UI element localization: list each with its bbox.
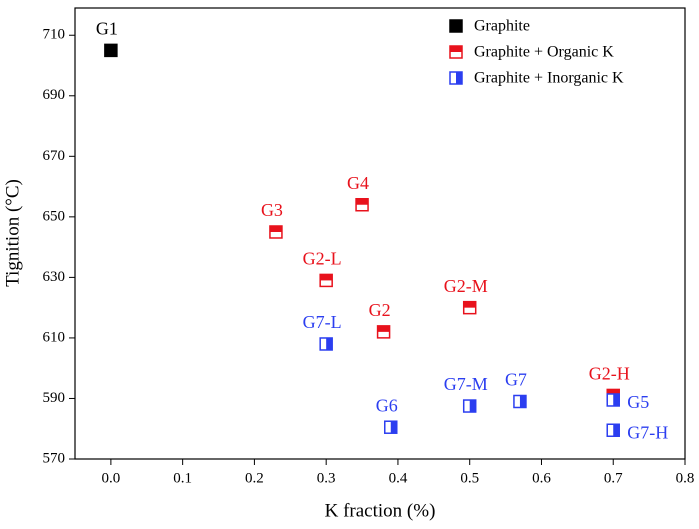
point-label: G5 (627, 392, 649, 412)
x-tick-label: 0.0 (102, 470, 121, 486)
marker-fill (456, 72, 462, 84)
point-label: G4 (347, 173, 369, 193)
point (319, 337, 333, 351)
point-label: G2-M (444, 276, 488, 296)
marker-fill (390, 421, 397, 434)
legend-marker (449, 71, 463, 85)
marker-fill (377, 325, 390, 332)
point (104, 43, 118, 58)
marker-fill (326, 337, 333, 350)
point (384, 420, 398, 434)
marker-fill (320, 274, 333, 281)
point (606, 393, 620, 407)
y-tick-label: 650 (43, 208, 66, 224)
marker-fill (356, 198, 369, 205)
y-tick-label: 630 (43, 269, 66, 285)
point-label: G7-L (303, 312, 342, 332)
point-label: G3 (261, 200, 283, 220)
x-tick-label: 0.1 (173, 470, 192, 486)
y-tick-label: 710 (43, 27, 66, 43)
y-tick-label: 670 (43, 148, 66, 164)
point (319, 273, 333, 288)
marker-fill (463, 301, 476, 308)
point-label: G2-L (303, 249, 342, 269)
legend-label: Graphite (474, 18, 530, 35)
legend-marker (449, 45, 463, 59)
marker-fill (469, 400, 476, 413)
point-label: G7-H (627, 422, 668, 442)
point (462, 399, 477, 413)
point-label: G6 (376, 395, 398, 415)
point (269, 225, 283, 239)
x-tick-label: 0.7 (604, 470, 623, 486)
marker-fill (613, 424, 620, 437)
point (376, 325, 391, 339)
marker-fill (450, 20, 462, 32)
y-tick-label: 590 (43, 390, 66, 406)
x-tick-label: 0.6 (532, 470, 551, 486)
point-label: G7 (505, 370, 527, 390)
y-tick-label: 610 (43, 329, 66, 345)
legend-label: Graphite + Inorganic K (474, 70, 624, 87)
point-label: G1 (96, 19, 118, 39)
y-axis-label: Tignition (°C) (2, 179, 23, 287)
legend-marker (449, 19, 463, 33)
point (462, 300, 477, 315)
point-label: G7-M (444, 374, 488, 394)
point (606, 423, 620, 437)
marker-fill (450, 46, 462, 52)
marker-fill (269, 225, 282, 232)
marker-fill (607, 389, 620, 396)
x-tick-label: 0.8 (676, 470, 695, 486)
point-label: G2-H (589, 364, 630, 384)
y-tick-label: 570 (43, 450, 66, 466)
point (355, 197, 369, 212)
marker-fill (104, 44, 117, 57)
x-tick-label: 0.2 (245, 470, 264, 486)
marker-fill (519, 395, 526, 408)
x-tick-label: 0.3 (317, 470, 336, 486)
marker-fill (613, 393, 620, 406)
legend-label: Graphite + Organic K (474, 44, 614, 61)
point-label: G2 (369, 300, 391, 320)
x-tick-label: 0.5 (460, 470, 479, 486)
x-axis-label: K fraction (%) (325, 500, 436, 521)
point (513, 394, 527, 409)
x-tick-label: 0.4 (389, 470, 408, 486)
y-tick-label: 690 (43, 87, 66, 103)
plot-frame (74, 7, 686, 460)
